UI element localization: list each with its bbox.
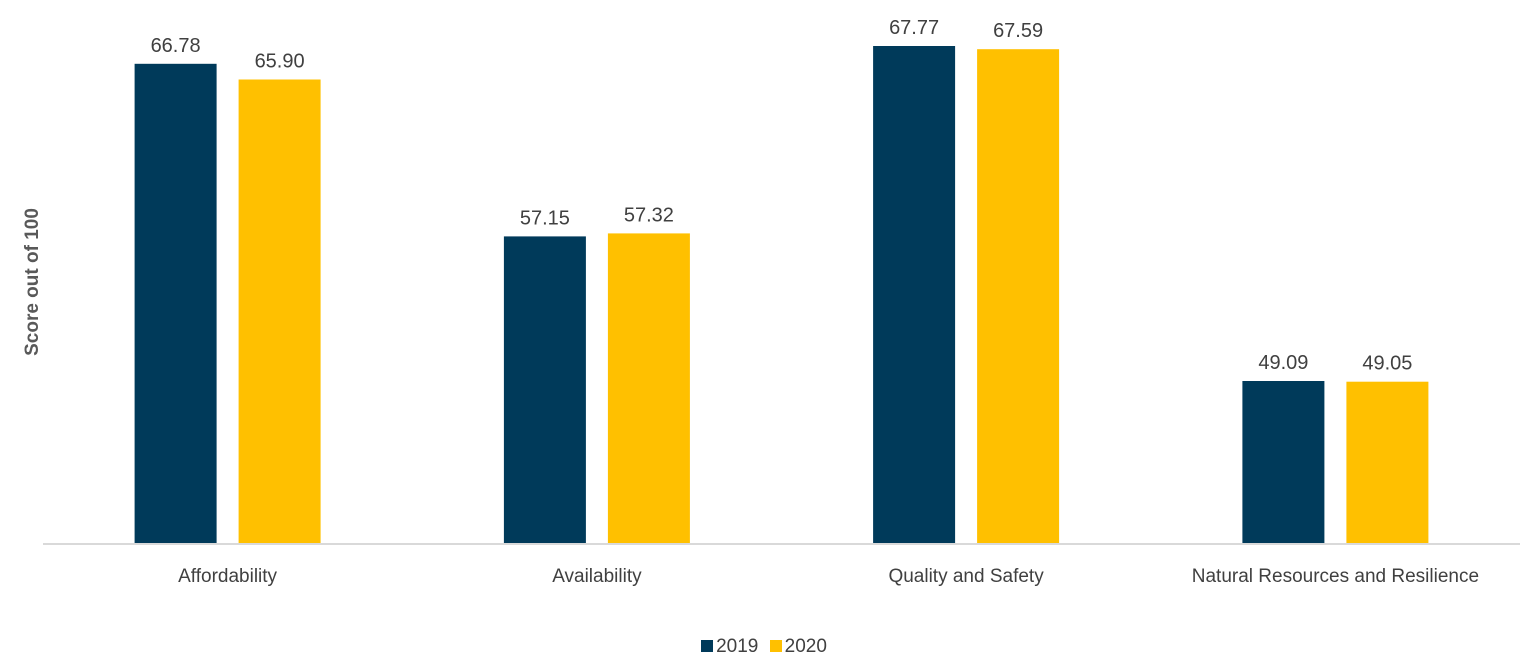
legend-label-2019: 2019 — [716, 636, 759, 657]
x-tick-label-0: Affordability — [178, 566, 277, 587]
data-label-2019-3: 49.09 — [1258, 352, 1308, 374]
bar-2019-0 — [134, 63, 217, 545]
bar-2020-2 — [977, 49, 1060, 544]
bars-group — [134, 46, 1429, 545]
bar-2020-3 — [1346, 381, 1429, 544]
data-label-2020-1: 57.32 — [624, 204, 674, 226]
legend: 2019 2020 — [0, 636, 1528, 658]
legend-label-2020: 2020 — [784, 636, 827, 657]
legend-item-2019: 2019 — [701, 636, 758, 658]
data-labels-group: 66.78 65.90 57.15 57.32 67.77 67.59 49.09 49.05 — [151, 17, 1413, 375]
data-label-2019-1: 57.15 — [520, 207, 570, 229]
x-tick-label-2: Quality and Safety — [888, 566, 1044, 587]
data-label-2020-2: 67.59 — [993, 20, 1043, 42]
data-label-2020-3: 49.05 — [1362, 353, 1412, 375]
bar-2020-0 — [238, 79, 321, 544]
bar-2019-2 — [873, 46, 956, 544]
data-label-2019-0: 66.78 — [151, 35, 201, 57]
x-tick-labels-group: Affordability Availability Quality and Saf… — [178, 566, 1479, 587]
legend-item-2020: 2020 — [769, 636, 827, 658]
data-label-2019-2: 67.77 — [889, 17, 939, 39]
bar-2020-1 — [607, 233, 690, 544]
x-tick-label-3: Natural Resources and Resilience — [1192, 566, 1479, 587]
data-label-2020-0: 65.90 — [255, 51, 305, 73]
y-axis-label: Score out of 100 — [22, 208, 43, 356]
x-tick-label-1: Availability — [552, 566, 642, 587]
bar-2019-3 — [1242, 381, 1325, 544]
bar-2019-1 — [503, 236, 586, 544]
legend-swatch-2020 — [769, 640, 782, 652]
legend-swatch-2019 — [701, 640, 714, 652]
